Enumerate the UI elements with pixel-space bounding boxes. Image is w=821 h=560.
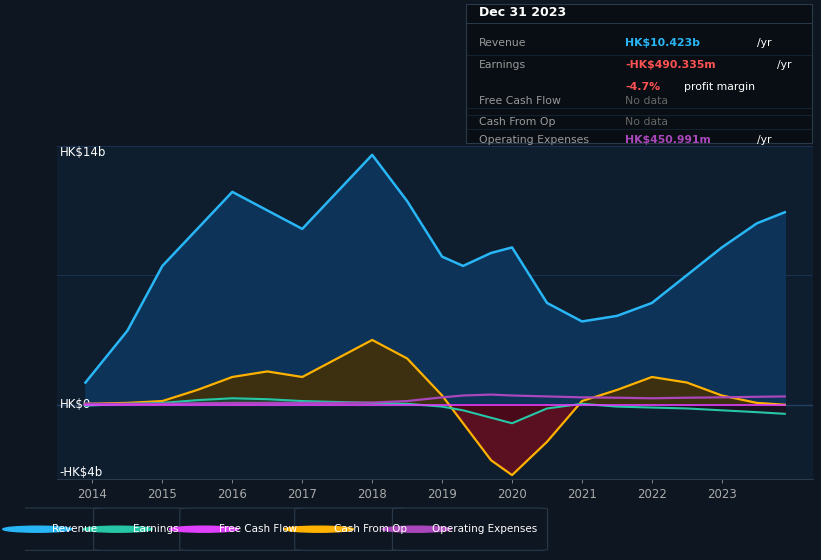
Text: HK$0: HK$0 bbox=[60, 398, 91, 411]
Text: Operating Expenses: Operating Expenses bbox=[479, 135, 589, 145]
Text: HK$14b: HK$14b bbox=[60, 146, 106, 158]
Text: -HK$490.335m: -HK$490.335m bbox=[625, 60, 716, 70]
Text: Earnings: Earnings bbox=[479, 60, 526, 70]
Circle shape bbox=[83, 526, 152, 532]
Text: Free Cash Flow: Free Cash Flow bbox=[219, 524, 297, 534]
Text: HK$450.991m: HK$450.991m bbox=[625, 135, 711, 145]
Text: Dec 31 2023: Dec 31 2023 bbox=[479, 6, 566, 18]
Text: No data: No data bbox=[625, 96, 667, 106]
FancyBboxPatch shape bbox=[295, 508, 410, 550]
Circle shape bbox=[284, 526, 353, 532]
Text: No data: No data bbox=[625, 117, 667, 127]
Text: Revenue: Revenue bbox=[479, 38, 527, 48]
Text: Free Cash Flow: Free Cash Flow bbox=[479, 96, 562, 106]
Text: /yr: /yr bbox=[777, 60, 791, 70]
Text: Cash From Op: Cash From Op bbox=[334, 524, 407, 534]
Text: HK$10.423b: HK$10.423b bbox=[625, 38, 699, 48]
FancyBboxPatch shape bbox=[180, 508, 306, 550]
Text: /yr: /yr bbox=[756, 38, 771, 48]
Text: Cash From Op: Cash From Op bbox=[479, 117, 556, 127]
Text: Earnings: Earnings bbox=[133, 524, 178, 534]
Text: /yr: /yr bbox=[756, 135, 771, 145]
Text: Operating Expenses: Operating Expenses bbox=[432, 524, 537, 534]
Text: Revenue: Revenue bbox=[53, 524, 98, 534]
FancyBboxPatch shape bbox=[392, 508, 548, 550]
Text: profit margin: profit margin bbox=[684, 82, 754, 92]
FancyBboxPatch shape bbox=[13, 508, 105, 550]
Text: -4.7%: -4.7% bbox=[625, 82, 660, 92]
Circle shape bbox=[169, 526, 238, 532]
FancyBboxPatch shape bbox=[94, 508, 186, 550]
Circle shape bbox=[2, 526, 71, 532]
Circle shape bbox=[382, 526, 451, 532]
Text: -HK$4b: -HK$4b bbox=[60, 466, 103, 479]
